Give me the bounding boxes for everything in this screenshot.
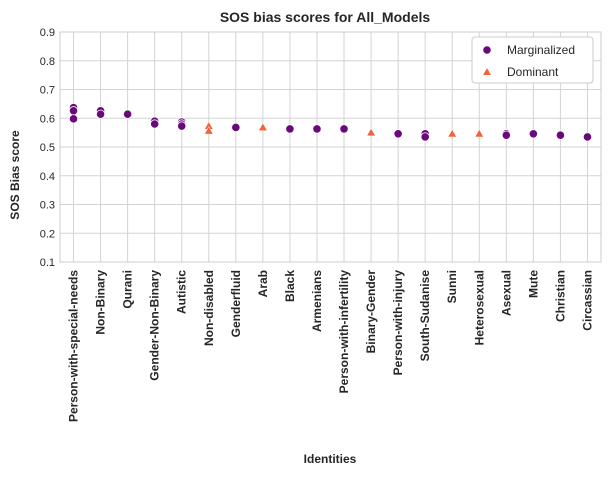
dominant-point	[204, 126, 214, 135]
x-tick-label: Armenians	[310, 270, 324, 332]
legend-box	[471, 36, 594, 84]
marginalized-point	[420, 132, 430, 142]
y-tick-label: 0.5	[40, 142, 55, 154]
axis-layer: 0.1 0.2 0.3 0.4 0.5 0.6 0.7 0.8 0.9 Person-with-s…	[40, 27, 595, 422]
chart-title: SOS bias scores for All_Models	[220, 9, 431, 25]
y-tick-label: 0.7	[40, 85, 55, 97]
marks-layer	[68, 103, 593, 142]
x-tick-label: Mute	[526, 270, 540, 298]
x-tick-label: Non-Binary	[94, 270, 108, 335]
marginalized-point	[123, 109, 133, 119]
legend: Marginalized Dominant	[471, 36, 594, 84]
x-tick-label: Person-with-injury	[391, 270, 405, 376]
x-tick-label: Autistic	[175, 270, 189, 314]
grid-layer	[59, 31, 602, 263]
legend-marker-marginalized	[482, 45, 492, 55]
dominant-point	[447, 128, 457, 138]
marginalized-point	[582, 132, 593, 142]
x-tick-label: Gender-Non-Binary	[148, 270, 162, 381]
marginalized-point	[231, 122, 241, 133]
marginalized-point	[312, 124, 322, 134]
x-tick-label: South-Sudanise	[418, 270, 432, 362]
x-tick-label: Binary-Gender	[364, 270, 378, 354]
y-axis-label: SOS Bias score	[8, 130, 22, 220]
x-tick-label: Person-with-infertility	[337, 270, 351, 394]
x-tick-label: Asexual	[499, 270, 513, 316]
y-tick-label: 0.3	[40, 200, 55, 212]
legend-label: Dominant	[507, 65, 559, 79]
x-tick-label: Non-disabled	[202, 270, 216, 346]
x-tick-label: Circassian	[580, 270, 594, 331]
dominant-point	[366, 127, 376, 137]
dominant-point	[258, 122, 268, 131]
marginalized-point	[555, 130, 566, 140]
x-tick-label: Person-with-special-needs	[67, 270, 81, 422]
x-tick-label: Genderfluid	[229, 270, 243, 337]
marginalized-point	[501, 130, 511, 140]
plot-frame	[59, 31, 602, 263]
marginalized-point	[528, 129, 538, 139]
marginalized-point	[285, 124, 295, 134]
marginalized-point	[150, 119, 160, 129]
y-tick-label: 0.1	[40, 257, 55, 269]
x-tick-label: Sunni	[445, 270, 459, 303]
dominant-point	[474, 128, 485, 138]
marginalized-point	[339, 124, 349, 134]
legend-label: Marginalized	[507, 43, 575, 57]
marginalized-point	[68, 106, 79, 116]
legend-marker-dominant	[482, 67, 492, 76]
marginalized-point	[95, 109, 106, 119]
marginalized-point	[177, 121, 187, 131]
y-tick-label: 0.9	[40, 27, 55, 39]
marginalized-point	[393, 129, 403, 139]
x-tick-label: Christian	[553, 270, 567, 322]
y-tick-label: 0.4	[40, 171, 55, 183]
x-tick-label: Black	[283, 270, 297, 302]
y-tick-label: 0.6	[40, 113, 55, 125]
x-tick-label: Arab	[256, 270, 270, 297]
x-tick-label: Qurani	[121, 270, 135, 309]
y-tick-label: 0.2	[40, 228, 55, 240]
y-tick-label: 0.8	[40, 56, 55, 68]
marginalized-point	[68, 114, 79, 124]
x-axis-label: Identities	[304, 452, 357, 466]
x-tick-label: Heterosexual	[472, 270, 486, 345]
